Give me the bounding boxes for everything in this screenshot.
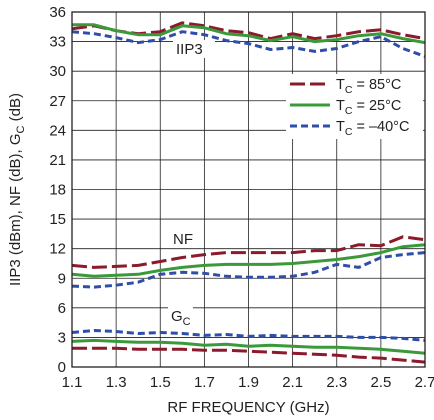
annotation-text: G — [171, 308, 183, 325]
y-axis-label-subscript: C — [15, 125, 27, 133]
annotation-background — [170, 230, 194, 248]
annotation-iip3: IIP3 — [176, 41, 203, 58]
y-tick-label: 27 — [49, 93, 66, 110]
y-axis-label: IIP3 (dBm), NF (dB), GC (dB) — [7, 93, 27, 286]
series-line-gc-t-40 — [71, 329, 426, 342]
y-tick-label: 18 — [49, 182, 66, 199]
legend-label-prefix: T — [336, 98, 345, 114]
legend-label-suffix: = 25°C — [352, 98, 401, 114]
x-tick-label: 1.3 — [106, 374, 127, 391]
x-tick-label: 2.3 — [326, 374, 347, 391]
y-tick-label: 12 — [49, 241, 66, 258]
series-line-gc-t25 — [71, 338, 426, 355]
y-tick-label: 6 — [58, 300, 66, 317]
annotation-text: NF — [173, 231, 193, 248]
x-tick-label: 2.5 — [370, 374, 391, 391]
legend-label-suffix: = 85°C — [352, 77, 401, 93]
legend: TC = 85°CTC = 25°CTC = –40°C — [290, 77, 409, 138]
x-axis-label: RF FREQUENCY (GHz) — [167, 399, 329, 416]
legend-label: TC = –40°C — [336, 119, 409, 138]
annotation-background — [168, 307, 193, 325]
legend-label: TC = 85°C — [336, 77, 401, 96]
x-tick-label: 1.5 — [150, 374, 171, 391]
legend-label: TC = 25°C — [336, 98, 401, 117]
y-tick-label: 9 — [58, 270, 66, 287]
x-tick-label: 1.7 — [194, 374, 215, 391]
y-tick-label: 21 — [49, 152, 66, 169]
series-line-iip3-t25 — [72, 23, 426, 45]
legend-label-prefix: T — [336, 77, 345, 93]
y-tick-label: 24 — [49, 122, 66, 139]
x-tick-label: 2.7 — [415, 374, 434, 391]
y-axis-label-text-end: (dB) — [7, 93, 24, 126]
y-tick-label: 0 — [58, 359, 66, 376]
legend-label-subscript: C — [345, 84, 353, 96]
plot-frame — [71, 11, 426, 368]
y-axis-label-text: IIP3 (dBm), NF (dB), G — [7, 133, 24, 286]
series-lines — [71, 21, 426, 364]
x-tick-label: 1.1 — [62, 374, 83, 391]
series-line-iip3-t-40 — [71, 30, 426, 58]
annotation-text: IIP3 — [176, 41, 203, 58]
series-line-iip3-t85 — [71, 21, 426, 41]
y-tick-label: 3 — [58, 329, 66, 346]
y-tick-label: 36 — [49, 4, 66, 21]
y-tick-label: 33 — [49, 34, 66, 51]
annotation-gc: GC — [171, 308, 191, 328]
legend-label-suffix: = –40°C — [352, 119, 409, 135]
annotation-background — [173, 40, 215, 58]
curve-annotations: IIP3 NF GC — [168, 40, 215, 328]
series-line-gc-t85 — [72, 346, 426, 364]
x-tick-label: 2.1 — [282, 374, 303, 391]
series-line-nf-t25 — [71, 243, 426, 278]
y-tick-label: 30 — [49, 63, 66, 80]
tick-labels: 1.1 1.3 1.5 1.7 1.9 2.1 2.3 2.5 2.70369121518212… — [49, 4, 434, 391]
annotation-subscript: C — [183, 316, 191, 328]
x-tick-label: 1.9 — [238, 374, 259, 391]
legend-label-subscript: C — [345, 105, 353, 117]
y-tick-label: 15 — [49, 211, 66, 228]
series-line-nf-t-40 — [71, 251, 426, 289]
legend-label-prefix: T — [336, 119, 345, 135]
annotation-nf: NF — [173, 231, 193, 248]
legend-label-subscript: C — [345, 126, 353, 138]
